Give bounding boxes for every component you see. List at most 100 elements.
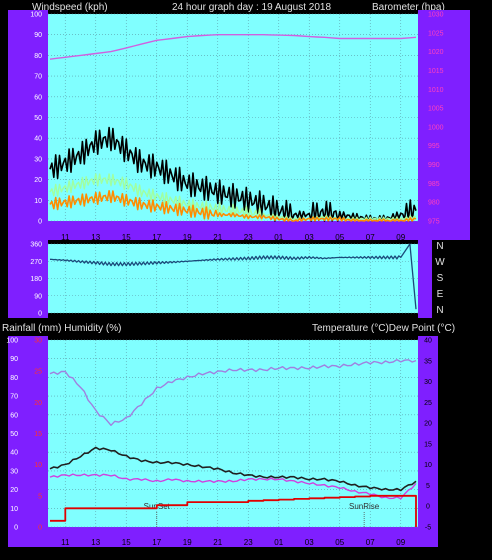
barometer-tick-label-1030: 1030 [428,12,444,19]
wind-tick-label-50: 50 [34,115,42,122]
series-baro-line [49,34,417,60]
temp-tick-label-30: 30 [424,379,432,386]
humidity-tick-label-60: 60 [10,412,18,419]
humidity-tick-label-80: 80 [10,375,18,382]
rain-tick-label-30: 30 [34,338,42,345]
humidity-tick-label-50: 50 [10,431,18,438]
barometer-tick-label-1005: 1005 [428,106,444,113]
wind-x-tick-05: 05 [335,233,344,242]
direction-right-band [418,240,432,318]
rain-tick-label-0: 0 [38,525,42,532]
wind-x-tick-01: 01 [274,233,283,242]
temp-tick-label--5: -5 [425,525,431,532]
direction-compass-n-4: N [436,305,443,316]
barometer-tick-label-1025: 1025 [428,30,444,37]
wind-tick-label-100: 100 [30,12,42,19]
time-axis-band-top [8,221,470,240]
rain-humidity-axis-label: Rainfall (mm) Humidity (%) [2,323,121,334]
humidity-tick-label-70: 70 [10,394,18,401]
barometer-tick-label-1015: 1015 [428,68,444,75]
barometer-tick-label-990: 990 [428,162,440,169]
series-temperature-line [49,446,417,492]
rain-x-tick-15: 15 [122,538,131,547]
rain-axis-band [8,336,48,535]
direction-tick-label-90: 90 [34,293,42,300]
rain-tick-label-20: 20 [34,400,42,407]
temp-tick-label-5: 5 [426,483,430,490]
humidity-tick-label-0: 0 [14,525,18,532]
rain-x-tick-17: 17 [152,538,161,547]
direction-tick-label-270: 270 [30,259,42,266]
wind-x-tick-09: 09 [396,233,405,242]
direction-compass-n-0: N [436,241,443,252]
barometer-tick-label-985: 985 [428,181,440,188]
wind-x-tick-19: 19 [183,233,192,242]
wind-tick-label-40: 40 [34,136,42,143]
direction-tick-label-0: 0 [38,311,42,318]
rain-x-tick-07: 07 [366,538,375,547]
humidity-tick-label-100: 100 [6,338,18,345]
rain-x-tick-23: 23 [244,538,253,547]
humidity-tick-label-10: 10 [10,506,18,513]
direction-axis-band [8,240,48,318]
wind-x-tick-21: 21 [213,233,222,242]
direction-tick-label-180: 180 [30,276,42,283]
wind-x-tick-13: 13 [91,233,100,242]
humidity-tick-label-20: 20 [10,487,18,494]
wind-tick-label-20: 20 [34,177,42,184]
temp-tick-label-10: 10 [424,462,432,469]
wind-x-tick-15: 15 [122,233,131,242]
temperature-axis-label: Temperature (°C)Dew Point (°C) [312,323,455,334]
wind-x-tick-07: 07 [366,233,375,242]
wind-x-tick-11: 11 [61,233,70,242]
temp-axis-band [418,336,438,535]
wind-tick-label-90: 90 [34,32,42,39]
rain-x-tick-01: 01 [274,538,283,547]
marker-sunrise-label: SunRise [349,502,380,511]
direction-compass-s-2: S [437,273,444,284]
rain-x-tick-09: 09 [396,538,405,547]
rain-x-tick-05: 05 [335,538,344,547]
wind-axis-band [8,10,48,228]
series-avg-line [49,190,417,222]
barometer-tick-label-1020: 1020 [428,49,444,56]
series-direction-line [49,243,417,310]
humidity-tick-label-90: 90 [10,356,18,363]
time-axis-band-bottom [8,527,438,547]
barometer-axis-label: Barometer (hpa) [372,2,445,13]
chart-layer: 0102030405060708090100975980985990995100… [6,10,470,547]
rain-tick-label-25: 25 [34,369,42,376]
temp-tick-label-35: 35 [424,358,432,365]
direction-compass-e-3: E [437,289,444,300]
rain-x-tick-21: 21 [213,538,222,547]
rain-tick-label-15: 15 [34,431,42,438]
barometer-tick-label-1000: 1000 [428,124,444,131]
rain-tick-label-10: 10 [34,462,42,469]
barometer-axis-band [418,10,470,228]
direction-compass-w-1: W [435,257,445,268]
chart-title: 24 hour graph day : 19 August 2018 [172,2,331,13]
wind-tick-label-70: 70 [34,74,42,81]
barometer-tick-label-1010: 1010 [428,87,444,94]
wind-x-tick-17: 17 [152,233,161,242]
humidity-tick-label-40: 40 [10,450,18,457]
wind-tick-label-60: 60 [34,94,42,101]
windspeed-axis-label: Windspeed (kph) [32,2,108,13]
temp-tick-label-25: 25 [424,400,432,407]
series-humidity-line [49,359,417,426]
temp-tick-label-15: 15 [424,441,432,448]
rain-x-tick-11: 11 [61,538,70,547]
barometer-tick-label-975: 975 [428,219,440,226]
series-dewpoint-line [49,473,417,500]
temp-tick-label-40: 40 [424,338,432,345]
humidity-tick-label-30: 30 [10,468,18,475]
wind-tick-label-80: 80 [34,53,42,60]
series-rainfall-line [50,494,417,527]
barometer-tick-label-995: 995 [428,143,440,150]
wind-tick-label-30: 30 [34,156,42,163]
rain-x-tick-19: 19 [183,538,192,547]
rain-plot-area [48,340,418,527]
temp-tick-label-20: 20 [424,421,432,428]
rain-x-tick-03: 03 [305,538,314,547]
